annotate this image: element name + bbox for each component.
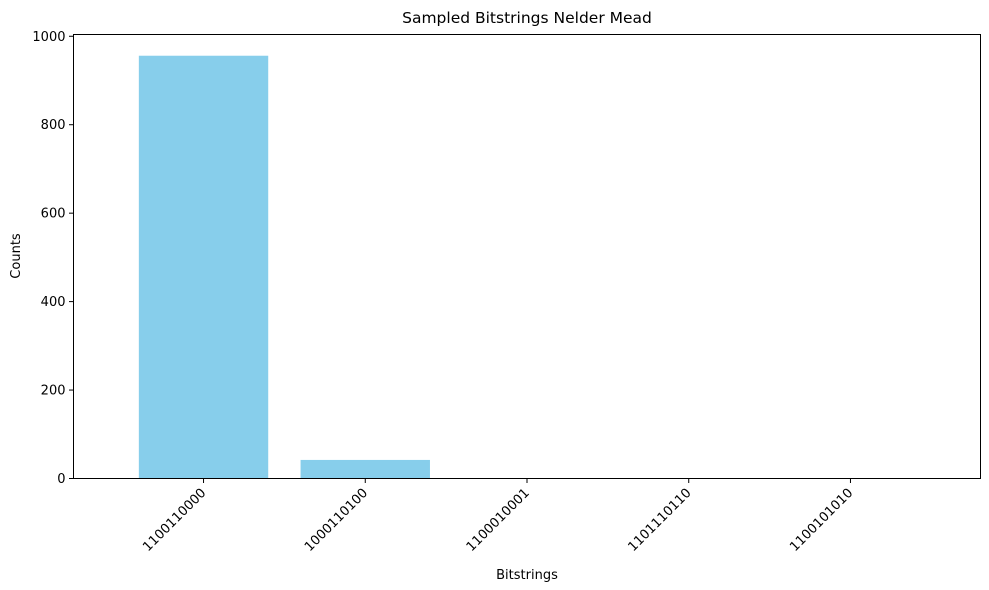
- chart-title: Sampled Bitstrings Nelder Mead: [402, 9, 652, 27]
- y-axis-ticks: 0 200 400 600 800 1000: [32, 30, 74, 487]
- y-tick-label: 800: [41, 118, 66, 133]
- y-tick-label: 400: [41, 295, 66, 310]
- y-tick-label: 600: [41, 207, 66, 222]
- bar-1000110100: [300, 459, 430, 479]
- y-tick-label: 0: [57, 472, 65, 487]
- x-axis-label: Bitstrings: [496, 568, 558, 583]
- bar-1100110000: [138, 55, 269, 479]
- y-tick-label: 200: [41, 384, 66, 399]
- bars-group: [138, 55, 916, 479]
- y-tick-label: 1000: [32, 30, 65, 45]
- y-axis-label: Counts: [9, 233, 24, 279]
